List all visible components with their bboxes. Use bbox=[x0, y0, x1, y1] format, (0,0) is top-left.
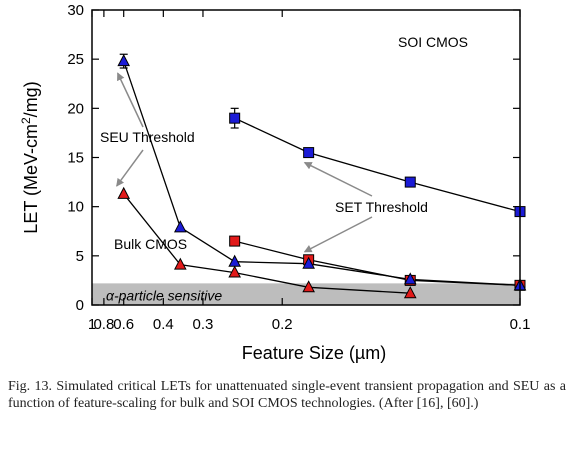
y-tick-label: 25 bbox=[67, 51, 84, 68]
seu-arrow-down bbox=[116, 149, 144, 187]
x-axis-title: Feature Size (µm) bbox=[242, 343, 386, 363]
y-tick-label: 30 bbox=[67, 2, 84, 19]
data-point-triangle bbox=[173, 220, 187, 233]
set-threshold-label: SET Threshold bbox=[335, 199, 428, 215]
x-tick-label: 0.3 bbox=[193, 316, 214, 333]
plot-frame bbox=[91, 9, 521, 306]
chart: α-particle sensitive 0 5 10 15 20 25 30 10.80.6… bbox=[19, 2, 531, 363]
set-arrow-up bbox=[303, 161, 373, 197]
x-tick-label: 0.1 bbox=[510, 316, 531, 333]
alpha-band bbox=[92, 283, 520, 305]
data-point-triangle bbox=[117, 186, 131, 199]
data-point-square bbox=[229, 235, 241, 247]
x-tick-label: 0.2 bbox=[272, 316, 293, 333]
y-axis-title: LET (MeV-cm2/mg) bbox=[19, 81, 41, 233]
alpha-band-label: α-particle sensitive bbox=[106, 288, 222, 304]
x-tick-label: 0.4 bbox=[153, 316, 174, 333]
data-point-square bbox=[229, 112, 241, 124]
bulk-cmos-label: Bulk CMOS bbox=[114, 236, 187, 252]
data-point-triangle bbox=[302, 256, 315, 269]
y-axis-title-superscript: 2 bbox=[19, 117, 33, 124]
annotation-arrows bbox=[116, 72, 373, 253]
y-tick-label: 15 bbox=[67, 150, 84, 167]
y-tick-label: 0 bbox=[76, 297, 84, 314]
data-point-triangle bbox=[302, 280, 315, 293]
x-tick-label: 1 bbox=[88, 316, 96, 333]
x-tick-label: 0.6 bbox=[113, 316, 134, 333]
y-tick-label: 5 bbox=[76, 248, 84, 265]
series-line-3 bbox=[123, 60, 521, 286]
y-axis-title-suffix: /mg) bbox=[21, 81, 41, 117]
series-line-2 bbox=[234, 117, 521, 213]
figure-caption: Fig. 13. Simulated critical LETs for una… bbox=[8, 379, 566, 411]
data-point-triangle bbox=[403, 286, 417, 299]
y-tick-label: 20 bbox=[67, 100, 84, 117]
data-point-triangle bbox=[228, 265, 241, 278]
x-tick-label: 0.8 bbox=[93, 316, 114, 333]
seu-arrow-up bbox=[117, 72, 144, 128]
soi-cmos-label: SOI CMOS bbox=[398, 34, 468, 50]
seu-threshold-label: SEU Threshold bbox=[100, 129, 195, 145]
data-point-square bbox=[404, 176, 416, 188]
y-tick-label: 10 bbox=[67, 199, 84, 216]
y-axis-title-prefix: LET (MeV-cm bbox=[21, 124, 41, 234]
data-point-square bbox=[303, 147, 315, 159]
data-point-triangle bbox=[228, 254, 241, 267]
data-point-triangle bbox=[173, 257, 187, 270]
set-arrow-down bbox=[303, 216, 373, 253]
data-point-triangle bbox=[117, 54, 131, 67]
data-point-triangle bbox=[403, 272, 417, 285]
